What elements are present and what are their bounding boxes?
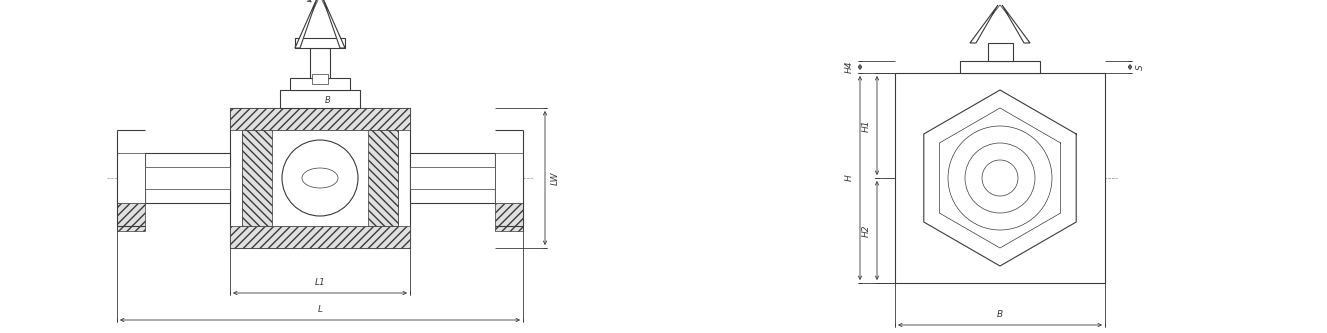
Text: M: M [284,0,311,2]
Bar [280,90,360,108]
Polygon shape [322,0,345,48]
Circle shape [283,140,358,216]
Text: H4: H4 [845,61,855,73]
Bar [145,153,230,203]
Text: S: S [1136,64,1145,70]
Bar [145,167,230,189]
Bar [230,108,410,130]
Text: H1: H1 [863,119,871,132]
Bar [894,73,1105,283]
Text: B: B [997,310,1003,319]
Text: H: H [845,174,855,181]
Bar [295,38,345,48]
Bar [242,130,398,226]
Ellipse shape [303,168,338,188]
Polygon shape [970,5,998,43]
Polygon shape [1002,5,1030,43]
Bar [495,153,523,203]
Circle shape [947,126,1052,230]
Bar [230,226,410,248]
Bar [987,43,1013,61]
Bar [368,130,398,226]
Bar [410,167,495,189]
Text: L1: L1 [314,278,325,287]
Text: L: L [317,305,322,314]
Bar [495,203,523,230]
Bar [117,173,145,200]
Bar [291,78,350,90]
Bar [242,130,272,226]
Bar [117,153,145,203]
Bar [410,153,495,203]
Polygon shape [295,0,318,48]
Bar [312,74,328,84]
Bar [311,48,330,78]
Text: B: B [325,96,330,105]
Bar [117,203,145,230]
Bar [230,108,410,248]
Circle shape [982,160,1018,196]
Circle shape [965,143,1035,213]
Bar [959,61,1040,73]
Bar [495,173,523,200]
Text: H2: H2 [863,224,871,237]
Text: LW: LW [551,171,560,185]
